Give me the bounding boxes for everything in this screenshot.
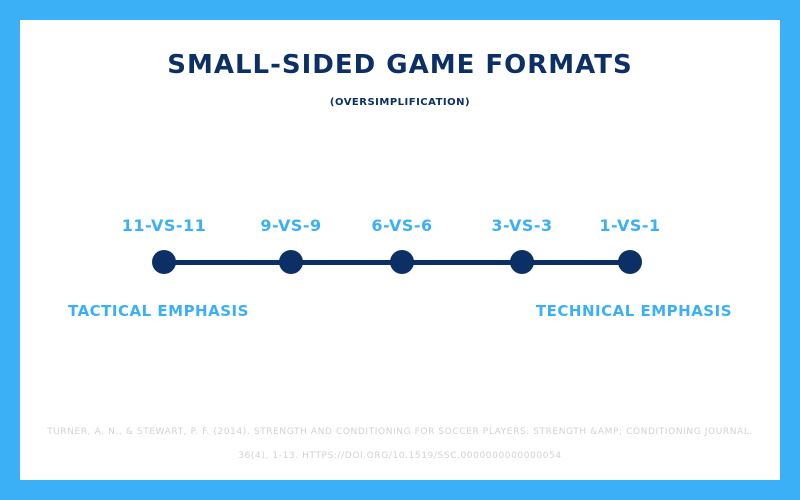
format-label-9v9: 9-VS-9 [260,216,322,235]
diagram-card: SMALL-SIDED GAME FORMATS (OVERSIMPLIFICA… [20,20,780,480]
continuum-node-11v11 [152,250,176,274]
format-label-6v6: 6-VS-6 [371,216,433,235]
citation: TURNER, A. N., & STEWART, P. F. (2014). … [40,420,760,468]
diagram-subtitle: (OVERSIMPLIFICATION) [329,97,471,108]
continuum-node-6v6 [390,250,414,274]
continuum-node-1v1 [618,250,642,274]
format-label-3v3: 3-VS-3 [491,216,553,235]
continuum-node-3v3 [510,250,534,274]
diagram-title: SMALL-SIDED GAME FORMATS [167,50,633,80]
citation-line-1: TURNER, A. N., & STEWART, P. F. (2014). … [47,427,753,437]
format-label-11v11: 11-VS-11 [121,216,207,235]
continuum-node-9v9 [279,250,303,274]
tactical-emphasis-label: TACTICAL EMPHASIS [68,302,249,320]
technical-emphasis-label: TECHNICAL EMPHASIS [535,302,732,320]
citation-line-2: 36(4), 1-13. HTTPS://DOI.ORG/10.1519/SSC… [238,451,562,461]
format-label-1v1: 1-VS-1 [599,216,661,235]
